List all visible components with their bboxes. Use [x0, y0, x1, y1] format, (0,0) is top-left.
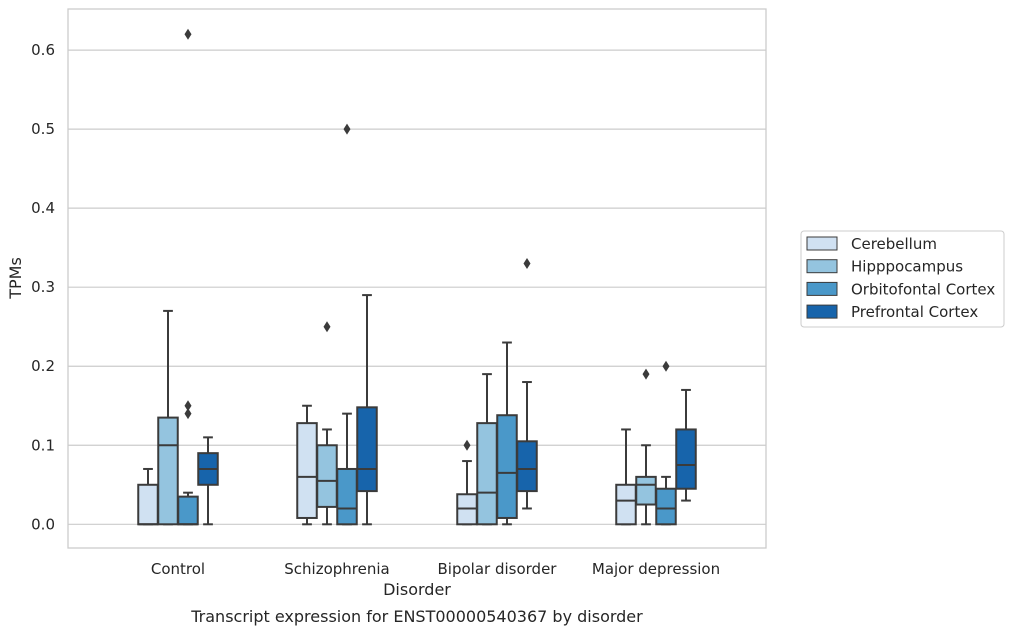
legend-swatch — [806, 304, 838, 319]
y-axis-label: TPMs — [6, 257, 25, 300]
y-tick-label: 0.1 — [31, 436, 55, 454]
legend-frame — [800, 230, 1005, 328]
box-body — [356, 406, 378, 493]
outlier-point — [323, 321, 331, 333]
box — [336, 123, 358, 526]
box-body — [157, 416, 179, 526]
outlier-point — [662, 360, 670, 372]
outlier-point — [184, 28, 192, 40]
box — [137, 467, 159, 526]
box — [456, 439, 478, 526]
box-series — [137, 28, 697, 526]
y-tick-label: 0.4 — [31, 199, 55, 217]
x-tick-label: Bipolar disorder — [438, 560, 558, 578]
box-body — [516, 440, 538, 493]
y-tick-label: 0.3 — [31, 278, 55, 296]
outlier-point — [463, 439, 471, 451]
legend-swatch — [806, 236, 838, 251]
outlier-point — [184, 408, 192, 420]
box-series-prefrontal-cortex — [197, 257, 697, 526]
outlier-point — [343, 123, 351, 135]
box-body — [336, 467, 358, 526]
outlier-point — [184, 400, 192, 412]
box-body — [496, 414, 518, 519]
box-body — [476, 422, 498, 526]
box — [675, 388, 697, 502]
box — [177, 28, 199, 526]
x-tick-label: Control — [151, 560, 205, 578]
box-body — [615, 483, 637, 526]
chart-caption: Transcript expression for ENST0000054036… — [190, 607, 643, 626]
plot-frame — [67, 8, 767, 549]
box — [516, 257, 538, 510]
box — [296, 404, 318, 526]
legend: Cerebellum Hipppocampus Orbitofontal Corte… — [800, 230, 1005, 328]
x-axis-label: Disorder — [383, 580, 451, 599]
box-body — [635, 475, 657, 506]
box — [356, 294, 378, 526]
box-body — [655, 487, 677, 526]
box — [197, 436, 219, 526]
y-tick-label: 0.2 — [31, 357, 55, 375]
legend-label: Hipppocampus — [851, 258, 963, 276]
box — [157, 309, 179, 526]
legend-swatch — [806, 281, 838, 296]
box-series-hipppocampus — [157, 309, 657, 526]
box — [635, 368, 657, 526]
box-body — [296, 422, 318, 519]
box-series-orbitofontal-cortex — [177, 28, 677, 526]
box — [476, 373, 498, 526]
y-tick-label: 0.6 — [31, 41, 55, 59]
box-body — [177, 495, 199, 526]
outlier-point — [642, 368, 650, 380]
legend-label: Orbitofontal Cortex — [851, 280, 995, 298]
x-tick-labels: Control Schizophrenia Bipolar disorder Majo… — [151, 560, 720, 578]
x-tick-label: Major depression — [592, 560, 720, 578]
outlier-point — [523, 257, 531, 269]
legend-label: Cerebellum — [851, 235, 937, 253]
legend-label: Prefrontal Cortex — [851, 303, 978, 321]
box-body — [316, 444, 338, 508]
y-tick-labels: 0.0 0.1 0.2 0.3 0.4 0.5 0.6 — [31, 41, 55, 533]
y-tick-label: 0.5 — [31, 120, 55, 138]
legend-swatch — [806, 259, 838, 274]
x-tick-label: Schizophrenia — [284, 560, 389, 578]
box — [655, 360, 677, 526]
box-body — [675, 428, 697, 490]
y-tick-label: 0.0 — [31, 515, 55, 533]
box-body — [137, 483, 159, 526]
